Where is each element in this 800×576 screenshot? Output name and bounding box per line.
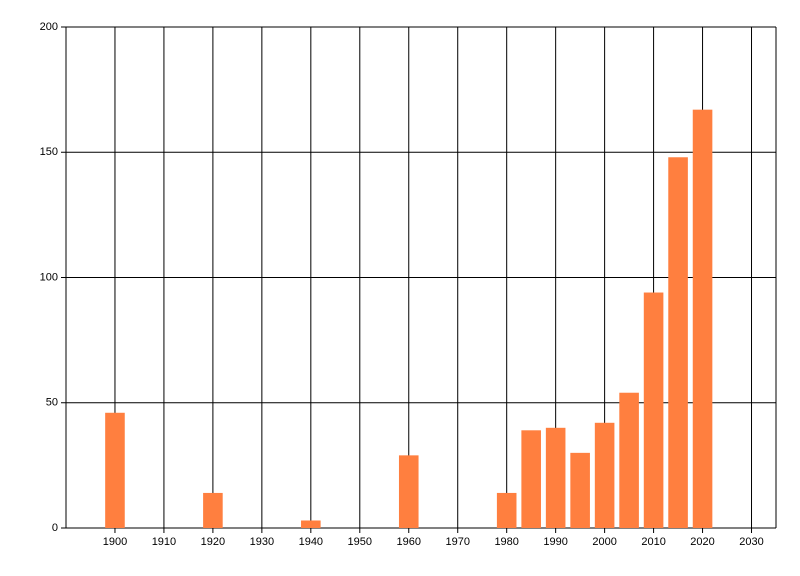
x-tick-label: 1960: [397, 536, 421, 548]
y-tick-label: 150: [40, 146, 58, 158]
bar: [570, 452, 590, 528]
x-tick-label: 1900: [103, 536, 127, 548]
bar: [545, 427, 566, 528]
bar: [496, 492, 517, 528]
y-tick-label: 100: [40, 271, 58, 283]
bar: [692, 109, 713, 528]
bar: [643, 292, 664, 528]
x-tick-label: 1970: [445, 536, 469, 548]
bar: [398, 455, 419, 528]
x-tick-label: 1980: [494, 536, 518, 548]
bar: [619, 392, 639, 528]
x-tick-label: 1990: [543, 536, 567, 548]
x-tick-label: 1940: [299, 536, 323, 548]
x-tick-label: 1910: [152, 536, 176, 548]
y-tick-label: 0: [52, 522, 58, 534]
x-tick-label: 1930: [250, 536, 274, 548]
bar: [203, 492, 223, 528]
bar: [105, 412, 125, 528]
x-tick-label: 1920: [201, 536, 225, 548]
x-tick-label: 2000: [592, 536, 616, 548]
bar: [521, 430, 541, 528]
y-tick-label: 50: [46, 397, 58, 409]
x-tick-label: 2010: [641, 536, 665, 548]
x-tick-label: 2020: [690, 536, 714, 548]
x-tick-label: 2030: [739, 536, 763, 548]
bar: [594, 422, 615, 528]
y-tick-label: 200: [40, 21, 58, 33]
x-tick-label: 1950: [348, 536, 372, 548]
bar: [668, 157, 688, 528]
bar: [301, 520, 321, 528]
